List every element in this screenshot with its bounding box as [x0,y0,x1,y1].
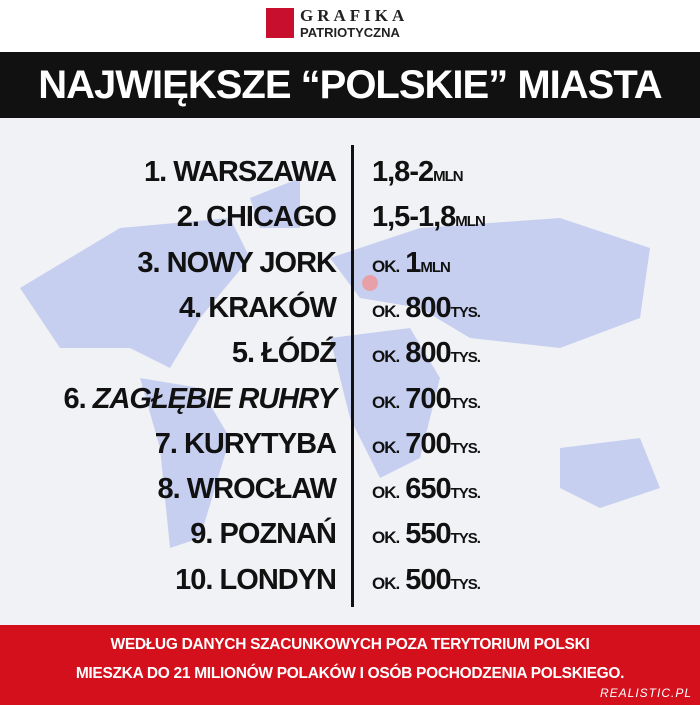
footer-text: WEDŁUG DANYCH SZACUNKOWYCH POZA TERYTORI… [110,636,590,653]
rank: 9. [190,518,213,551]
population-value: 1,5-1,8 [372,201,456,234]
unit: TYS. [450,303,481,321]
city-name: KRAKÓW [208,291,337,324]
rank: 7. [154,427,178,460]
unit: TYS. [450,439,481,457]
title: NAJWIĘKSZE “POLSKIE” MIASTA [38,63,662,107]
city: 7. KURYTYBA [154,427,337,461]
rank: 3. [137,246,160,279]
city: 8. WROCŁAW [157,473,338,506]
unit: MLN [433,168,463,185]
watermark: REALISTIC.PL [599,686,692,700]
city: 5. ŁÓDŹ [231,337,337,370]
prefix: OK. [372,528,400,548]
prefix: OK. [372,256,400,276]
unit: MLN [455,213,485,231]
prefix: OK. [372,301,400,321]
unit: MLN [420,258,450,276]
population-value: 1 [405,246,421,279]
population-value: 1,8-2 [372,156,434,188]
brand-name: PATRIOTYCZNA [300,25,400,40]
divider [351,145,354,607]
brand-name: GRAFIKA [300,6,409,25]
rank: 6. [63,382,86,415]
city: 6. ZAGŁĘBIE RUHRY [63,382,337,416]
prefix: OK. [372,392,400,412]
city: 10. LONDYN [175,563,337,597]
rank: 8. [157,473,181,506]
city: 2. CHICAGO [176,201,337,234]
population-value: 550 [405,518,451,551]
city-name: POZNAŃ [219,518,337,551]
world-map [0,118,700,625]
population-value: 700 [405,382,451,415]
population: OK. 550TYS. [372,518,481,551]
unit: TYS. [450,485,481,503]
population-value: 800 [405,337,451,370]
prefix: OK. [372,573,400,593]
unit: TYS. [450,349,481,367]
logo [266,8,294,38]
rank: 2. [176,201,200,234]
city-name: KURYTYBA [183,427,337,460]
rank: 10. [175,563,213,596]
population: OK. 650TYS. [372,473,481,506]
population-value: 500 [405,563,451,596]
city-name: ŁÓDŹ [261,337,337,370]
city-name: NOWY JORK [166,246,337,279]
footer [0,625,700,705]
population-value: 700 [405,427,451,460]
population: OK. 800TYS. [372,337,481,370]
city-name: ZAGŁĘBIE RUHRY [92,382,337,415]
city-name: WARSZAWA [173,156,337,188]
unit: TYS. [450,575,481,593]
population: OK. 800TYS. [372,291,481,325]
unit: TYS. [450,394,481,412]
rank: 5. [231,337,255,370]
rank: 1. [143,156,167,188]
unit: TYS. [450,530,481,548]
city: 1. WARSZAWA [143,156,337,189]
population-value: 800 [405,291,451,324]
population: OK. 500TYS. [372,563,481,597]
population: 1,8-2MLN [372,156,464,189]
population: OK. 1MLN [372,246,451,280]
city: 3. NOWY JORK [137,246,337,280]
population: OK. 700TYS. [372,427,481,461]
prefix: OK. [372,437,400,457]
city-name: WROCŁAW [186,473,337,506]
population: OK. 700TYS. [372,382,481,416]
city: 4. KRAKÓW [179,291,337,325]
city-name: LONDYN [219,563,337,596]
prefix: OK. [372,483,400,503]
city: 9. POZNAŃ [190,518,337,551]
population-value: 650 [405,473,451,506]
population: 1,5-1,8MLN [372,201,486,234]
title-bar [0,52,700,118]
city-name: CHICAGO [206,201,337,234]
rank: 4. [179,291,202,324]
footer-text: MIESZKA DO 21 MILIONÓW POLAKÓW I OSÓB PO… [75,665,625,682]
prefix: OK. [372,347,400,367]
